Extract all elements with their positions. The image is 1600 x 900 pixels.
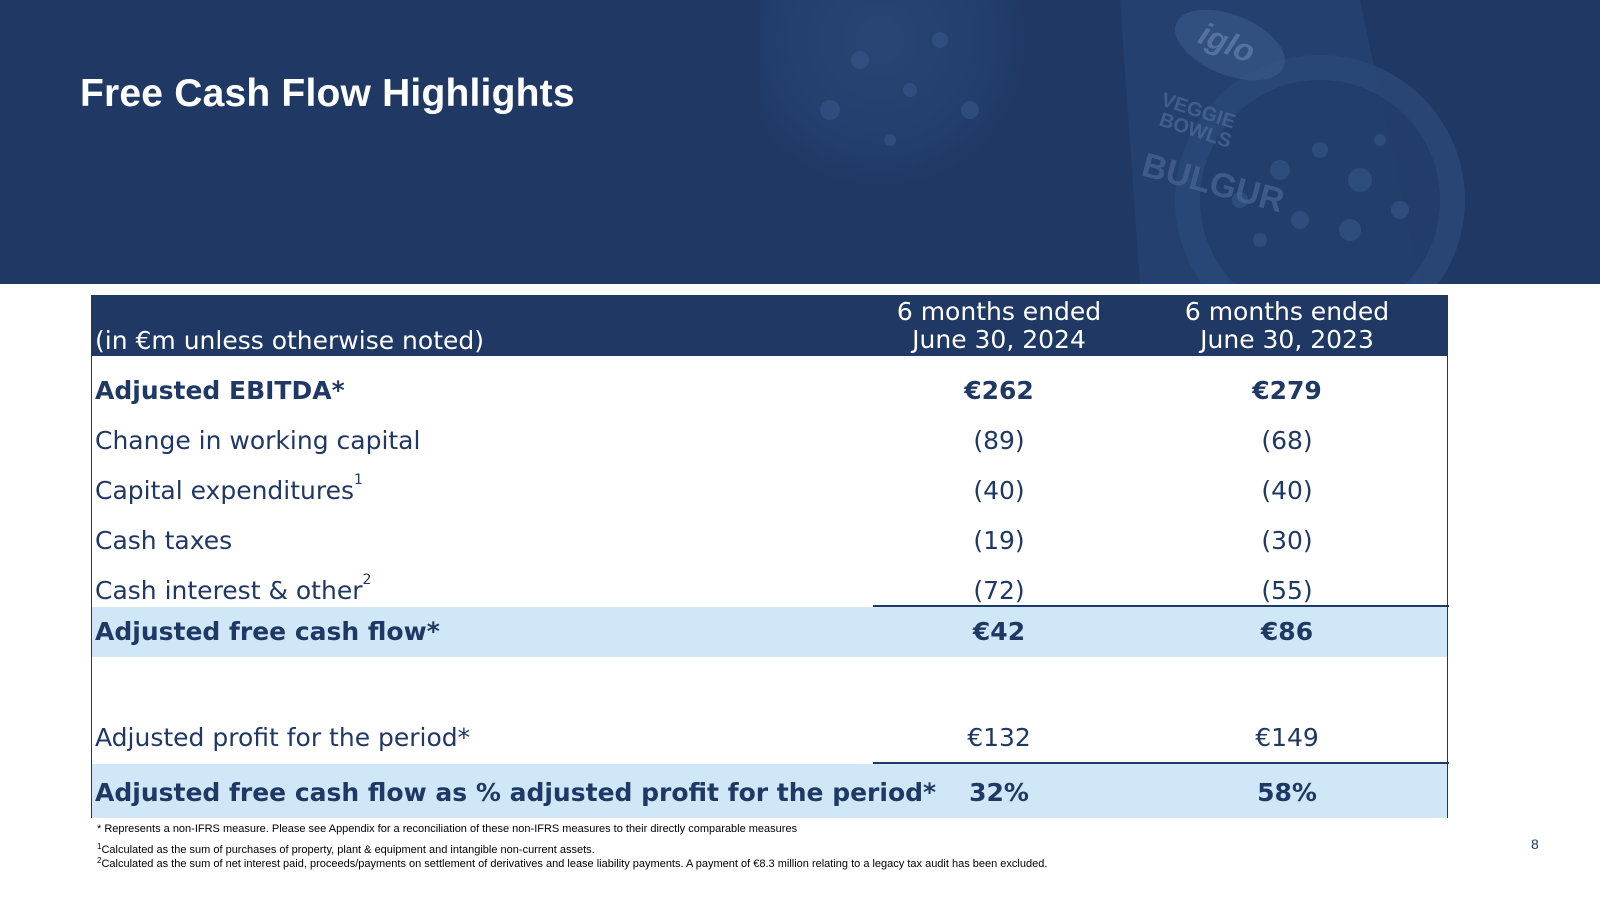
row-label: Adjusted free cash flow*	[95, 617, 440, 646]
row-label-text: Change in working capital	[95, 426, 421, 455]
value-2024: €262	[964, 376, 1034, 405]
table-row-cash-interest: Cash interest & other2 (72) (55)	[92, 566, 1447, 616]
value-2023: 58%	[1257, 778, 1317, 807]
row-label: Cash taxes	[95, 526, 232, 555]
row-label: Change in working capital	[95, 426, 420, 455]
footnote-non-ifrs: * Represents a non-IFRS measure. Please …	[97, 823, 797, 835]
table-row-adjusted-free-cash-flow: Adjusted free cash flow* €42 €86	[92, 607, 1447, 657]
product-photo-watermark: iglo VEGGIE BOWLS BULGUR	[760, 0, 1600, 284]
value-2023: (68)	[1261, 426, 1313, 455]
value-2023: €86	[1260, 617, 1314, 646]
footnote-marker: 1	[97, 842, 102, 851]
value-2023: (40)	[1261, 476, 1313, 505]
units-label: (in €m unless otherwise noted)	[95, 326, 485, 355]
footnote-text: Calculated as the sum of purchases of pr…	[101, 844, 595, 856]
footnote-marker: 2	[97, 856, 102, 865]
row-label-text: Cash taxes	[95, 526, 233, 555]
footnote-text: * Represents a non-IFRS measure. Please …	[97, 823, 798, 835]
row-label: Adjusted free cash flow as % adjusted pr…	[95, 778, 936, 807]
row-label-text: Cash interest & other	[95, 576, 363, 605]
header-banner: iglo VEGGIE BOWLS BULGUR Free Cash Flow …	[0, 0, 1600, 284]
page-title: Free Cash Flow Highlights	[80, 72, 575, 115]
footnote-1: 1Calculated as the sum of purchases of p…	[97, 842, 595, 856]
value-2024: €42	[972, 617, 1026, 646]
subtotal-rule	[873, 605, 1449, 607]
column-header-2024: 6 months ended June 30, 2024	[869, 298, 1129, 354]
value-2023: €279	[1252, 376, 1322, 405]
footnote-marker: 1	[354, 472, 363, 488]
column-header-line2: June 30, 2023	[1200, 325, 1374, 354]
free-cash-flow-table: (in €m unless otherwise noted) 6 months …	[91, 295, 1449, 818]
footnote-2: 2Calculated as the sum of net interest p…	[97, 856, 1048, 870]
table-row-capital-expenditures: Capital expenditures1 (40) (40)	[92, 466, 1447, 516]
value-2024: (40)	[973, 476, 1025, 505]
subtotal-rule	[873, 762, 1449, 764]
value-2024: 32%	[969, 778, 1029, 807]
value-2023: (55)	[1261, 576, 1313, 605]
value-2023: (30)	[1261, 526, 1313, 555]
value-2024: (89)	[973, 426, 1025, 455]
row-label: Adjusted EBITDA*	[95, 376, 345, 405]
footnote-marker: 2	[362, 572, 372, 588]
row-label-text: Adjusted free cash flow as % adjusted pr…	[95, 778, 937, 807]
value-2024: (19)	[973, 526, 1025, 555]
footnote-text: Calculated as the sum of net interest pa…	[101, 858, 1048, 870]
row-label-text: Capital expenditures	[95, 476, 355, 505]
row-label: Adjusted profit for the period*	[95, 723, 470, 752]
row-label-text: Adjusted profit for the period*	[95, 723, 471, 752]
column-header-2023: 6 months ended June 30, 2023	[1157, 298, 1417, 354]
table-row-cash-taxes: Cash taxes (19) (30)	[92, 516, 1447, 566]
table-row-fcf-conversion: Adjusted free cash flow as % adjusted pr…	[92, 764, 1447, 818]
table-row-adjusted-profit: Adjusted profit for the period* €132 €14…	[92, 713, 1447, 763]
value-2024: (72)	[973, 576, 1025, 605]
table-row-working-capital: Change in working capital (89) (68)	[92, 416, 1447, 466]
row-label: Capital expenditures1	[95, 472, 363, 505]
row-label-text: Adjusted free cash flow*	[95, 617, 440, 646]
column-header-line1: 6 months ended	[1184, 297, 1390, 326]
row-label: Cash interest & other2	[95, 572, 371, 605]
table-header: (in €m unless otherwise noted) 6 months …	[92, 296, 1447, 356]
page-number: 8	[1531, 836, 1539, 852]
value-2023: €149	[1255, 723, 1319, 752]
value-2024: €132	[967, 723, 1031, 752]
column-header-line2: June 30, 2024	[912, 325, 1086, 354]
table-row-adjusted-ebitda: Adjusted EBITDA* €262 €279	[92, 366, 1447, 416]
column-header-line1: 6 months ended	[896, 297, 1102, 326]
row-label-text: Adjusted EBITDA*	[95, 376, 345, 405]
